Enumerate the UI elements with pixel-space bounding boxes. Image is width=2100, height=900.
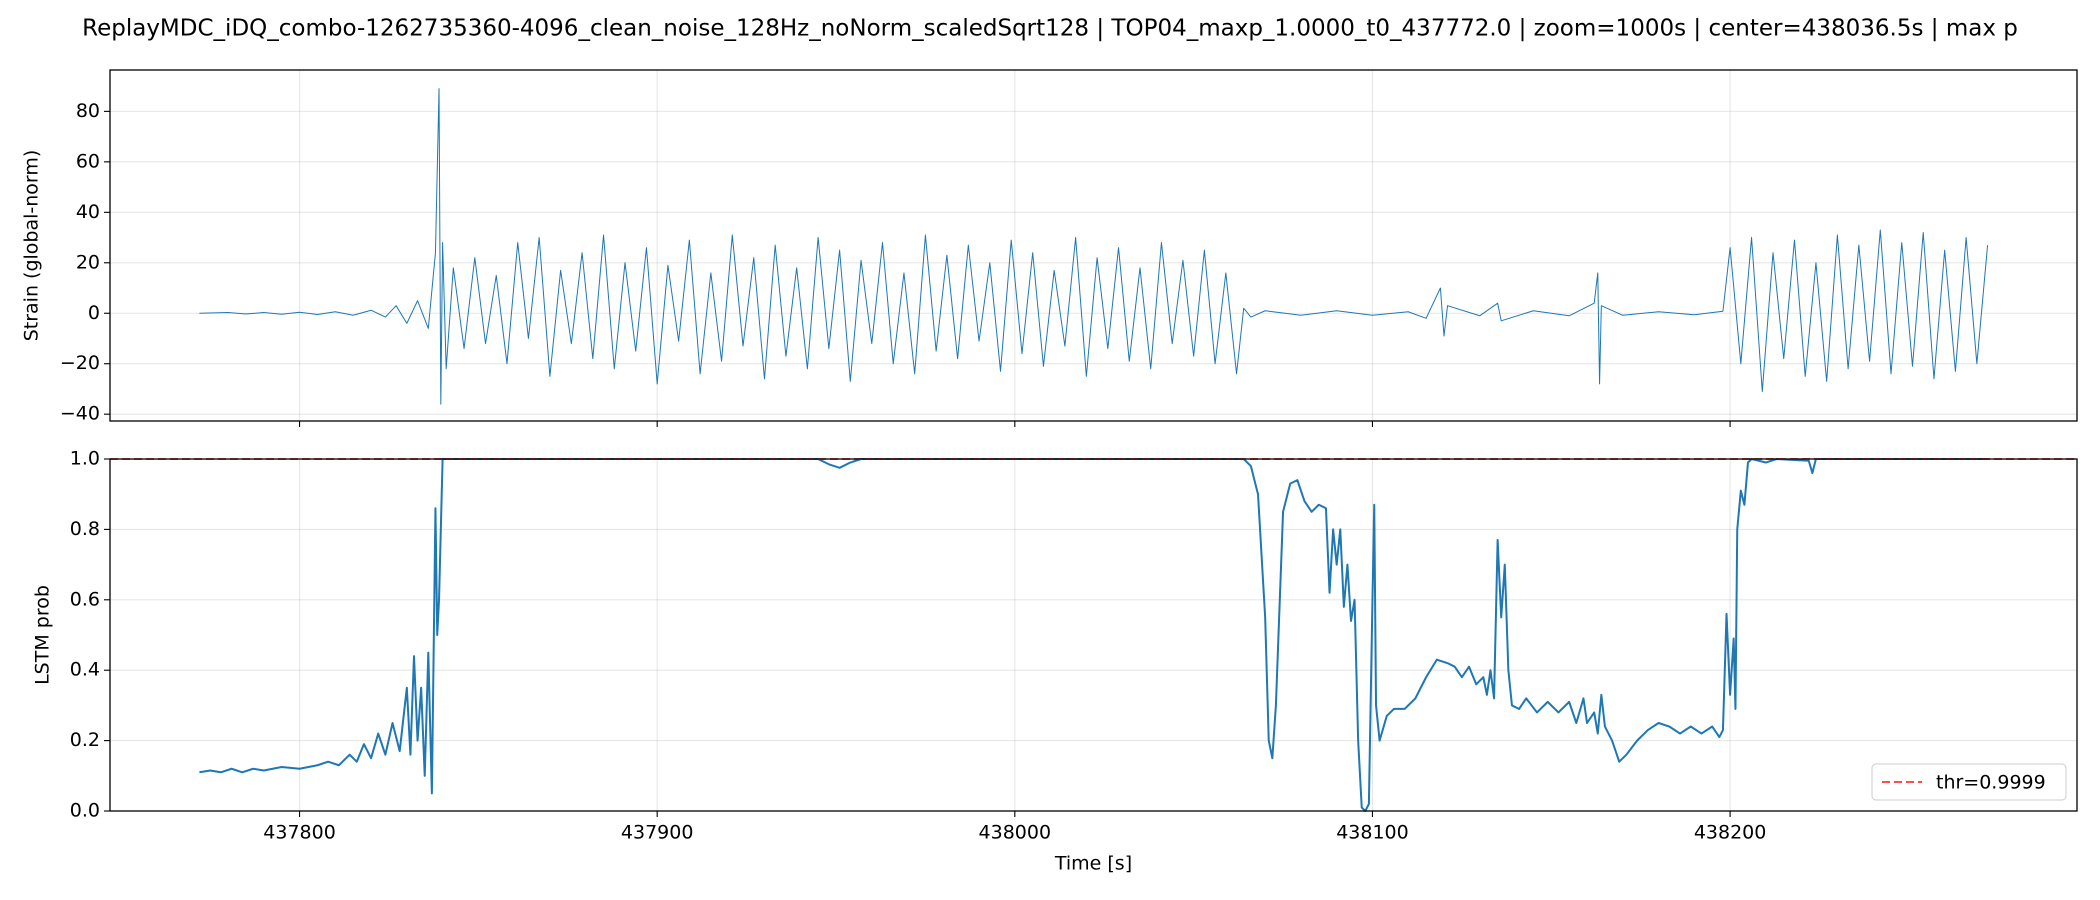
axes-frame xyxy=(109,458,2078,812)
y-axis-label: LSTM prob xyxy=(32,585,54,685)
axes-frame xyxy=(109,69,2078,422)
y-tick-label: 0.4 xyxy=(70,659,100,681)
x-tick-label: 438000 xyxy=(979,822,1052,844)
x-tick-label: 437800 xyxy=(263,822,336,844)
y-tick-label: 0.8 xyxy=(70,518,100,540)
x-tick-label: 437900 xyxy=(621,822,694,844)
y-axis-label: Strain (global-norm) xyxy=(21,150,43,342)
y-tick-label: 40 xyxy=(76,201,100,223)
x-axis-label: Time [s] xyxy=(1054,853,1132,875)
legend-label: thr=0.9999 xyxy=(1936,772,2046,794)
figure-title: ReplayMDC_iDQ_combo-1262735360-4096_clea… xyxy=(82,16,2018,42)
legend-box xyxy=(1871,763,2067,801)
y-tick-label: 80 xyxy=(76,100,100,122)
data-line xyxy=(199,458,1988,812)
x-tick-label: 438100 xyxy=(1336,822,1409,844)
y-tick-label: 0.0 xyxy=(70,800,100,822)
data-line xyxy=(199,88,1989,405)
legend: thr=0.9999 xyxy=(1871,763,2067,801)
y-tick-label: 1.0 xyxy=(70,448,100,470)
y-tick-label: −40 xyxy=(60,403,100,425)
y-tick-label: 0.6 xyxy=(70,588,100,610)
y-tick-label: −20 xyxy=(60,352,100,374)
y-tick-label: 0.2 xyxy=(70,729,100,751)
y-tick-label: 20 xyxy=(76,251,100,273)
x-tick-label: 438200 xyxy=(1694,822,1767,844)
y-tick-label: 60 xyxy=(76,150,100,172)
y-tick-label: 0 xyxy=(88,302,100,324)
